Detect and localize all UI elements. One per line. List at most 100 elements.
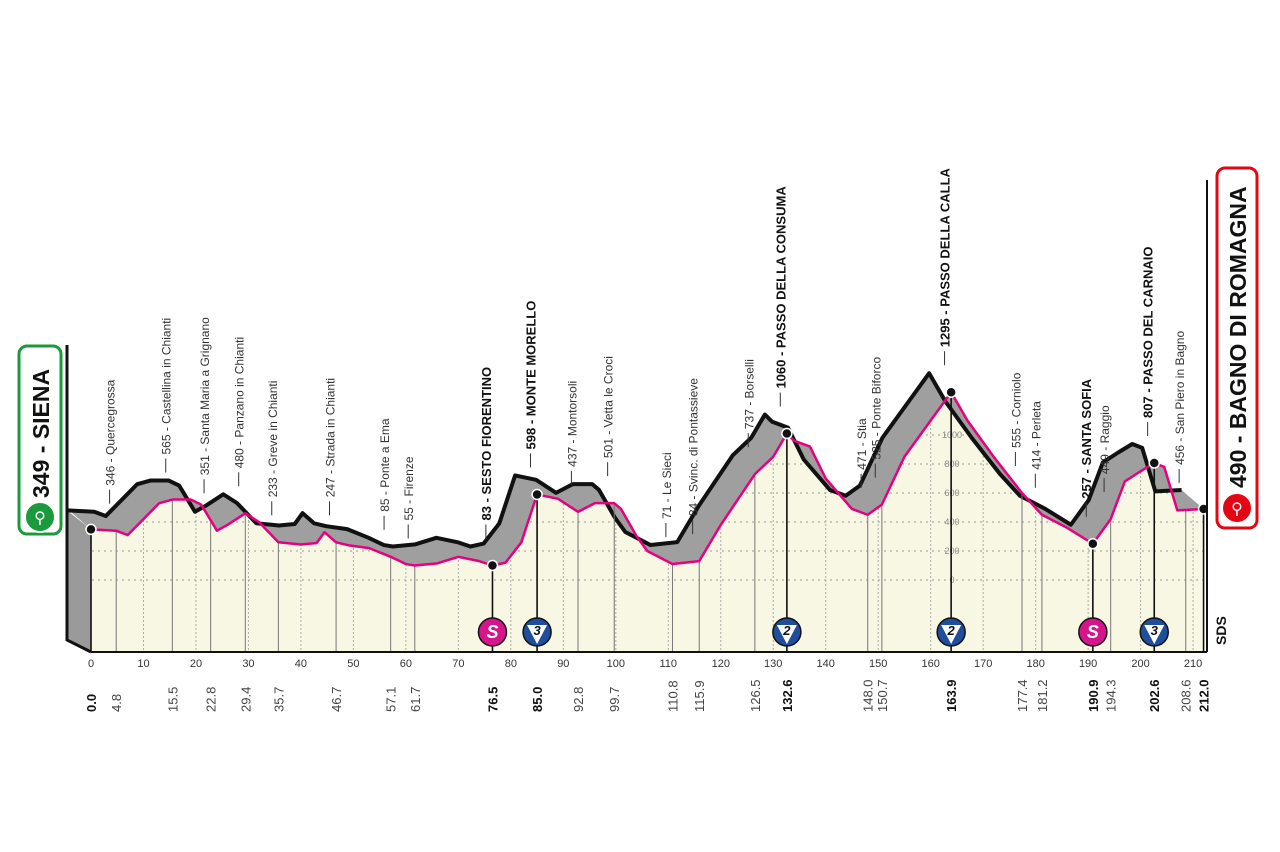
point-marker <box>85 523 97 536</box>
point-label: 737 - Borselli <box>742 359 756 429</box>
elevation-tick-label: 600 <box>944 488 959 498</box>
distance-label: 115.9 <box>692 680 707 712</box>
x-tick-label: 120 <box>712 658 730 670</box>
point-label: 456 - San Piero in Bagno <box>1173 331 1187 465</box>
distance-label: 110.8 <box>665 680 680 712</box>
x-tick-label: 20 <box>190 658 202 670</box>
point-label: 233 - Greve in Chianti <box>266 381 280 498</box>
x-tick-label: 150 <box>869 658 887 670</box>
point-label: 84 - Svinc. di Pontassieve <box>687 378 701 516</box>
point-label: 71 - Le Sieci <box>660 452 674 519</box>
distance-label: 35.7 <box>271 687 286 712</box>
distance-label: 4.8 <box>109 694 124 712</box>
distance-label: 29.4 <box>238 687 253 712</box>
finish-box <box>1215 166 1259 530</box>
x-tick-label: 50 <box>347 658 359 670</box>
point-label: 85 - Ponte a Ema <box>378 418 392 512</box>
x-tick-label: 200 <box>1131 658 1149 670</box>
distance-label: 99.7 <box>607 687 622 712</box>
point-label: 1295 - PASSO DELLA CALLA <box>938 167 953 347</box>
elevation-tick-label: 1000 <box>942 430 962 440</box>
distance-label: 22.8 <box>204 687 219 712</box>
point-label: 807 - PASSO DEL CARNAIO <box>1141 247 1156 418</box>
point-marker <box>1148 457 1160 469</box>
x-tick-label: 170 <box>974 658 992 670</box>
distance-label: 212.0 <box>1197 679 1212 712</box>
distance-label: 57.1 <box>384 687 399 712</box>
point-label: 55 - Firenze <box>402 456 416 520</box>
distance-label: 15.5 <box>165 687 180 712</box>
x-tick-label: 30 <box>242 658 254 670</box>
finish-cyclist-icon <box>1221 492 1253 524</box>
distance-label: 0.0 <box>84 694 99 712</box>
x-tick-label: 90 <box>557 658 569 670</box>
profile-road-line <box>90 390 1204 567</box>
x-tick-label: 40 <box>295 658 307 670</box>
climb-triangle-icon <box>776 625 797 644</box>
x-tick-label: 190 <box>1079 658 1097 670</box>
point-label: 257 - SANTA SOFIA <box>1079 378 1094 499</box>
sprint-badge-icon <box>477 617 508 647</box>
profile-top-line <box>66 371 1182 549</box>
point-label: 346 - Quercegrossa <box>104 379 118 485</box>
x-tick-label: 0 <box>88 658 94 670</box>
climb-triangle-icon <box>1144 625 1165 644</box>
distance-label: 177.4 <box>1015 679 1030 712</box>
x-tick-label: 10 <box>137 658 149 670</box>
climb-triangle-icon <box>527 625 548 644</box>
distance-label: 190.9 <box>1086 679 1101 712</box>
distance-label: 194.3 <box>1104 679 1119 712</box>
start-slab <box>67 510 91 652</box>
elevation-tick-label: 0 <box>949 575 954 585</box>
distance-label: 61.7 <box>408 687 423 712</box>
point-marker <box>486 559 499 572</box>
badge-label: 3 <box>1151 623 1159 638</box>
distance-label: 148.0 <box>861 679 876 712</box>
point-marker <box>1087 538 1099 550</box>
x-tick-label: 80 <box>505 658 517 670</box>
point-label: 83 - SESTO FIORENTINO <box>479 367 494 521</box>
point-label: 437 - Montorsoli <box>565 381 579 467</box>
start-label: 349 - SIENA <box>28 369 54 498</box>
elevation-tick-label: 800 <box>944 459 959 469</box>
badge-label: 2 <box>947 623 956 638</box>
elevation-tick-label: 200 <box>944 546 959 556</box>
climb-triangle-icon <box>941 625 962 644</box>
point-label: 449 - Raggio <box>1098 405 1112 474</box>
x-tick-label: 60 <box>400 658 412 670</box>
distance-label: 163.9 <box>944 679 959 712</box>
badge-label: S <box>1087 622 1099 642</box>
point-label: 471 - Stia <box>855 418 869 470</box>
x-tick-label: 70 <box>452 658 464 670</box>
point-label: 480 - Panzano in Chianti <box>233 337 247 468</box>
distance-label: 126.5 <box>748 679 763 712</box>
distance-label: 85.0 <box>530 687 545 712</box>
profile-band <box>69 373 1204 566</box>
distance-label: 76.5 <box>485 687 500 712</box>
finish-label: 490 - BAGNO DI ROMAGNA <box>1225 186 1251 488</box>
point-label: 1060 - PASSO DELLA CONSUMA <box>773 186 788 389</box>
distance-label: 150.7 <box>875 679 890 712</box>
distance-label: 46.7 <box>329 687 344 712</box>
x-tick-label: 110 <box>660 658 678 670</box>
x-tick-label: 140 <box>817 658 835 670</box>
distance-label: 132.6 <box>780 679 795 712</box>
x-tick-label: 180 <box>1026 658 1044 670</box>
point-label: 414 - Perleta <box>1029 401 1043 470</box>
credit-logo: SDS <box>1213 616 1229 645</box>
x-tick-label: 210 <box>1184 658 1202 670</box>
badge-label: S <box>486 622 498 642</box>
badge-label: 3 <box>533 623 541 638</box>
point-label: 555 - Corniolo <box>1009 372 1023 448</box>
terrain-fill <box>91 392 1204 652</box>
point-marker <box>781 427 793 440</box>
start-edge-line <box>65 345 92 654</box>
elevation-tick-label: 400 <box>944 517 959 527</box>
badge-label: 2 <box>782 623 791 638</box>
x-tick-label: 130 <box>764 658 782 670</box>
cyclist-glyph: ⚲ <box>1231 499 1243 518</box>
point-label: 598 - MONTE MORELLO <box>523 301 538 450</box>
point-marker <box>531 488 543 501</box>
point-label: 351 - Santa Maria a Grignano <box>198 317 212 475</box>
